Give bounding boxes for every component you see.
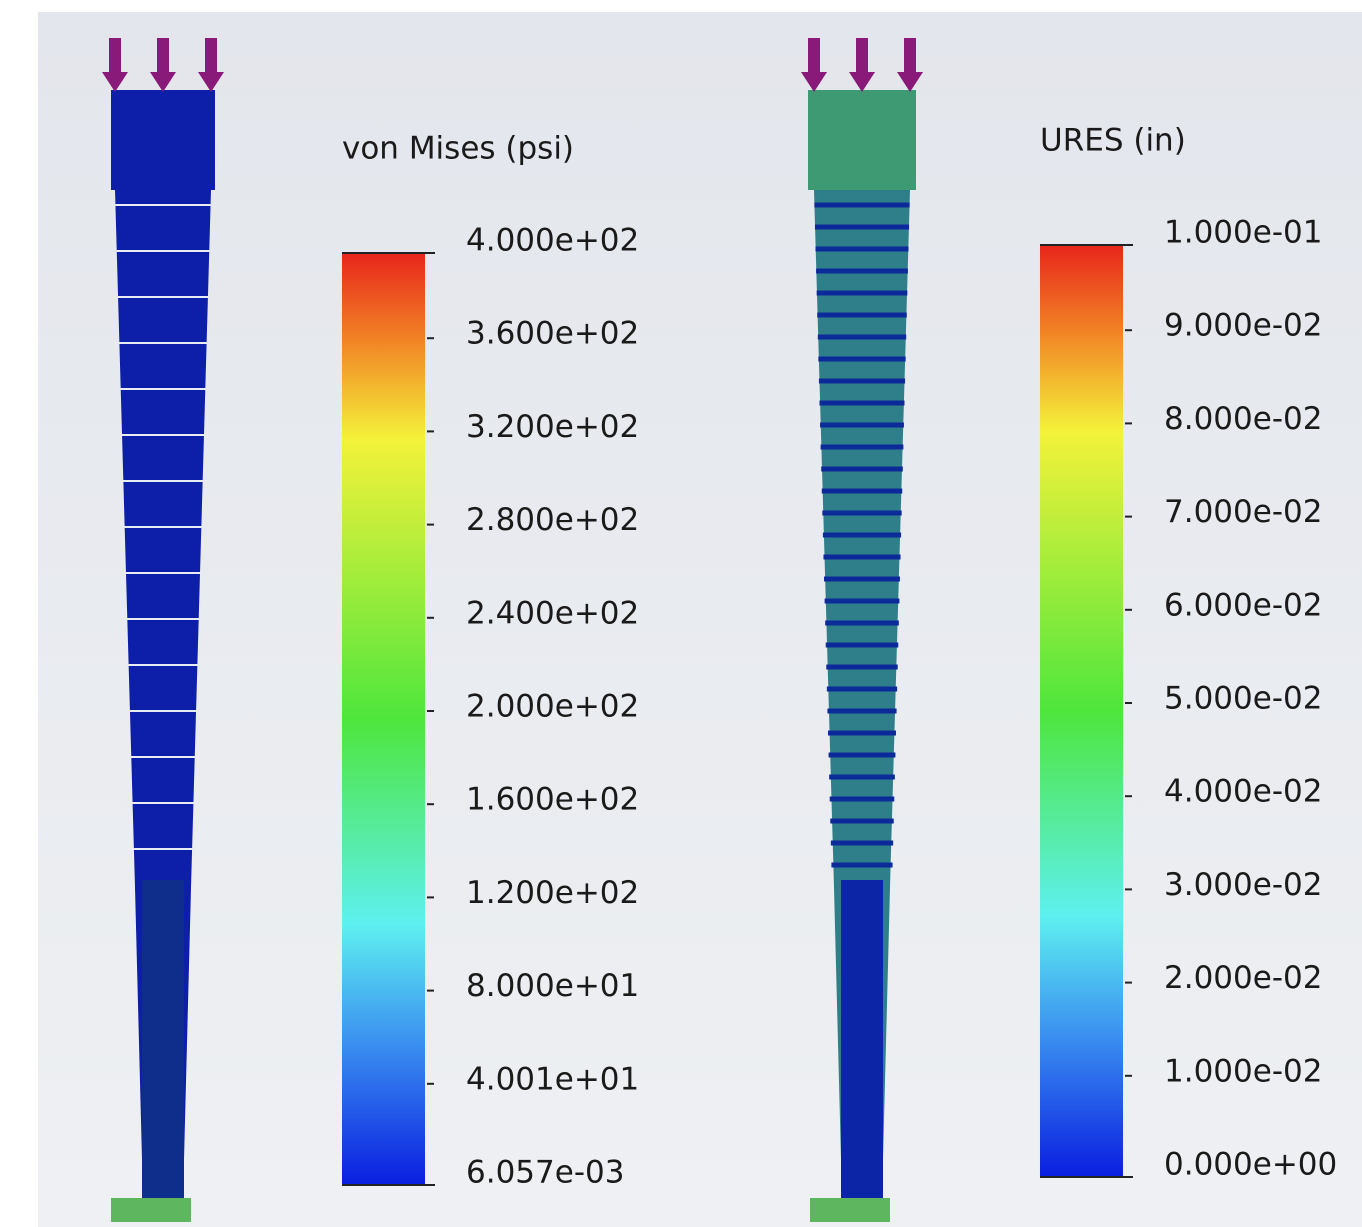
legend-label: 1.600e+02 bbox=[466, 782, 639, 818]
legend-label: 4.000e+02 bbox=[466, 223, 639, 259]
legend-label: 1.000e-02 bbox=[1164, 1053, 1322, 1089]
color-bar bbox=[342, 253, 425, 1185]
legend-label: 8.000e+01 bbox=[466, 968, 639, 1004]
color-bar bbox=[1040, 245, 1123, 1177]
tower-top bbox=[808, 90, 916, 190]
page: von Mises (psi) URES (in) 4.000e+02 3.600… bbox=[0, 0, 1362, 1227]
fixture bbox=[111, 1198, 191, 1222]
legend-title: URES (in) bbox=[1040, 123, 1186, 159]
legend-label: 3.000e-02 bbox=[1164, 867, 1322, 903]
legend-label: 5.000e-02 bbox=[1164, 681, 1322, 717]
legend-label: 1.200e+02 bbox=[466, 875, 639, 911]
tower-lower bbox=[142, 880, 184, 1198]
legend-label: 6.057e-03 bbox=[466, 1155, 624, 1191]
legend-label: 8.000e-02 bbox=[1164, 401, 1322, 437]
legend-label: 7.000e-02 bbox=[1164, 494, 1322, 530]
legend-label: 2.800e+02 bbox=[466, 502, 639, 538]
legend-title: von Mises (psi) bbox=[342, 131, 574, 167]
legend-label: 2.400e+02 bbox=[466, 595, 639, 631]
simulation-view: von Mises (psi) URES (in) 4.000e+02 3.600… bbox=[0, 0, 1362, 1227]
tower-top bbox=[111, 90, 215, 190]
legend-label: 2.000e-02 bbox=[1164, 960, 1322, 996]
fixture bbox=[810, 1198, 890, 1222]
legend-label: 3.600e+02 bbox=[466, 316, 639, 352]
legend-label: 4.001e+01 bbox=[466, 1061, 639, 1097]
legend-label: 2.000e+02 bbox=[466, 689, 639, 725]
tower-lower bbox=[841, 880, 883, 1198]
legend-label: 1.000e-01 bbox=[1164, 215, 1322, 251]
legend-label: 3.200e+02 bbox=[466, 409, 639, 445]
legend-label: 4.000e-02 bbox=[1164, 774, 1322, 810]
legend-label: 9.000e-02 bbox=[1164, 308, 1322, 344]
legend-label: 6.000e-02 bbox=[1164, 587, 1322, 623]
legend-label: 0.000e+00 bbox=[1164, 1147, 1337, 1183]
